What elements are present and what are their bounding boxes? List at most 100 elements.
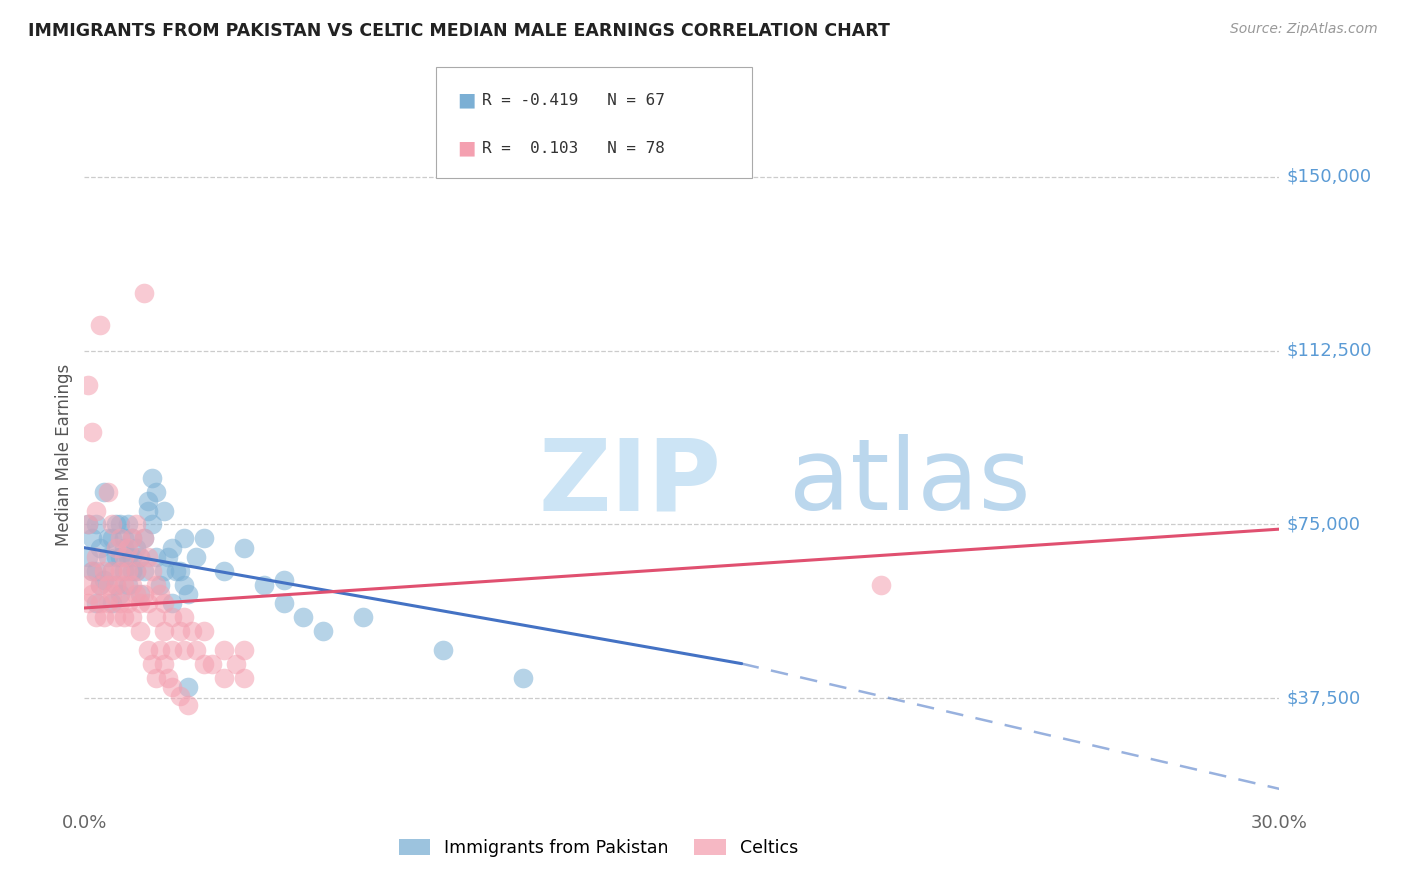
Point [105,541,128,555]
Point [121,532,143,546]
Point [136,642,159,657]
Text: atlas: atlas [790,434,1031,532]
Point [193,624,215,639]
Point [132,285,156,300]
Point [132,564,156,578]
Point [232,541,254,555]
Point [101,587,124,601]
Point [160,596,183,610]
Point [82,564,104,578]
Point [129,549,152,564]
Point [82,587,104,601]
Point [89,578,111,592]
Point [129,549,152,564]
Point [125,564,148,578]
Text: Source: ZipAtlas.com: Source: ZipAtlas.com [1230,22,1378,37]
Point [97,596,120,610]
Point [292,610,315,624]
Y-axis label: Median Male Earnings: Median Male Earnings [55,364,73,546]
Text: ZIP: ZIP [538,434,721,532]
Point [117,578,139,592]
Point [77,549,100,564]
Point [153,564,176,578]
Point [153,624,176,639]
Point [125,517,148,532]
Point [201,657,224,671]
Point [125,541,148,555]
Point [101,564,124,578]
Point [173,578,195,592]
Point [153,503,176,517]
Point [180,624,202,639]
Point [86,596,108,610]
Point [157,549,180,564]
Point [225,657,247,671]
Point [212,642,235,657]
Point [129,624,152,639]
Point [77,596,100,610]
Point [177,680,200,694]
Point [232,671,254,685]
Point [77,378,100,392]
Point [110,587,132,601]
Point [112,541,135,555]
Point [125,564,148,578]
Text: $75,000: $75,000 [1286,516,1361,533]
Point [86,610,108,624]
Point [141,657,163,671]
Point [110,532,132,546]
Point [105,578,128,592]
Point [112,564,135,578]
Point [145,485,167,500]
Point [110,549,132,564]
Point [121,564,143,578]
Text: R = -0.419   N = 67: R = -0.419 N = 67 [482,93,665,108]
Text: $150,000: $150,000 [1286,168,1372,186]
Point [101,532,124,546]
Point [117,517,139,532]
Point [212,671,235,685]
Point [86,503,108,517]
Point [184,642,207,657]
Point [132,532,156,546]
Point [145,610,167,624]
Point [82,425,104,439]
Point [160,642,183,657]
Point [110,517,132,532]
Point [89,578,111,592]
Point [141,471,163,485]
Point [232,642,254,657]
Point [110,564,132,578]
Point [82,532,104,546]
Point [132,587,156,601]
Point [149,587,172,601]
Point [93,573,115,587]
Point [82,564,104,578]
Point [169,689,191,703]
Point [169,564,191,578]
Point [160,610,183,624]
Point [77,517,100,532]
Point [77,578,100,592]
Point [129,596,152,610]
Point [97,485,120,500]
Point [117,541,139,555]
Point [193,532,215,546]
Point [352,610,374,624]
Point [173,642,195,657]
Point [93,610,115,624]
Point [112,532,135,546]
Point [129,587,152,601]
Point [112,549,135,564]
Point [112,578,135,592]
Point [117,596,139,610]
Point [86,564,108,578]
Point [97,549,120,564]
Text: ■: ■ [457,91,475,110]
Point [121,532,143,546]
Point [169,624,191,639]
Point [177,587,200,601]
Point [184,549,207,564]
Point [160,680,183,694]
Point [97,578,120,592]
